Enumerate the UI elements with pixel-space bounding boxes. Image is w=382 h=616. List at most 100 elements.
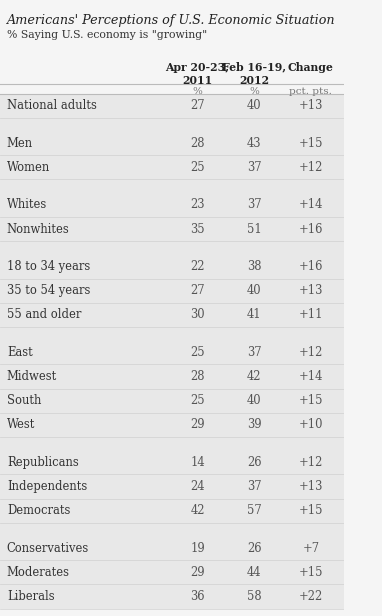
Bar (0, 241, 343, 254)
Text: +11: +11 (299, 309, 323, 322)
Text: 27: 27 (190, 284, 205, 297)
Text: 22: 22 (190, 260, 205, 273)
Bar (0, 217, 343, 241)
Text: 40: 40 (247, 394, 262, 407)
Bar (0, 278, 343, 303)
Text: +15: +15 (299, 394, 323, 407)
Text: Whites: Whites (7, 198, 47, 211)
Text: +22: +22 (299, 590, 323, 603)
Text: Women: Women (7, 161, 50, 174)
Text: +16: +16 (299, 260, 323, 273)
Bar (0, 474, 343, 498)
Bar (0, 94, 343, 118)
Text: +12: +12 (299, 456, 323, 469)
Text: 37: 37 (247, 480, 262, 493)
Bar (0, 413, 343, 437)
Text: 37: 37 (247, 198, 262, 211)
Text: 18 to 34 years: 18 to 34 years (7, 260, 90, 273)
Text: East: East (7, 346, 32, 359)
Text: +10: +10 (299, 418, 323, 431)
Bar (0, 340, 343, 365)
Text: 44: 44 (247, 566, 261, 579)
Text: 41: 41 (247, 309, 262, 322)
Text: 37: 37 (247, 161, 262, 174)
Text: 55 and older: 55 and older (7, 309, 81, 322)
Text: pct. pts.: pct. pts. (290, 87, 332, 97)
Text: +16: +16 (299, 222, 323, 235)
Text: +13: +13 (299, 284, 323, 297)
Text: National adults: National adults (7, 99, 97, 112)
Bar (0, 303, 343, 327)
Text: 28: 28 (190, 370, 205, 383)
Text: +13: +13 (299, 480, 323, 493)
Text: 40: 40 (247, 99, 262, 112)
Text: +15: +15 (299, 137, 323, 150)
Text: 29: 29 (190, 566, 205, 579)
Bar (0, 254, 343, 278)
Text: Republicans: Republicans (7, 456, 79, 469)
Text: Independents: Independents (7, 480, 87, 493)
Bar (0, 450, 343, 474)
Text: Change: Change (288, 62, 334, 73)
Text: 43: 43 (247, 137, 261, 150)
Text: 35 to 54 years: 35 to 54 years (7, 284, 90, 297)
Text: 23: 23 (190, 198, 205, 211)
Text: Democrats: Democrats (7, 504, 70, 517)
Text: 58: 58 (247, 590, 262, 603)
Bar (0, 327, 343, 340)
Bar (0, 179, 343, 193)
Text: +12: +12 (299, 346, 323, 359)
Bar (0, 585, 343, 609)
Text: +15: +15 (299, 566, 323, 579)
Text: 37: 37 (247, 346, 262, 359)
Text: 25: 25 (190, 394, 205, 407)
Bar (0, 437, 343, 450)
Bar (0, 118, 343, 131)
Text: 38: 38 (247, 260, 261, 273)
Text: 14: 14 (190, 456, 205, 469)
Text: 36: 36 (190, 590, 205, 603)
Bar (0, 365, 343, 389)
Text: 42: 42 (190, 504, 205, 517)
Text: 19: 19 (190, 541, 205, 554)
Bar (0, 498, 343, 523)
Text: 40: 40 (247, 284, 262, 297)
Text: % Saying U.S. economy is "growing": % Saying U.S. economy is "growing" (7, 30, 207, 39)
Text: South: South (7, 394, 41, 407)
Text: 51: 51 (247, 222, 262, 235)
Text: 57: 57 (247, 504, 262, 517)
Bar (0, 389, 343, 413)
Bar (0, 155, 343, 179)
Text: 42: 42 (247, 370, 261, 383)
Text: +13: +13 (299, 99, 323, 112)
Bar (0, 561, 343, 585)
Text: +12: +12 (299, 161, 323, 174)
Text: Conservatives: Conservatives (7, 541, 89, 554)
Text: Americans' Perceptions of U.S. Economic Situation: Americans' Perceptions of U.S. Economic … (7, 14, 335, 27)
Text: +7: +7 (302, 541, 319, 554)
Text: Nonwhites: Nonwhites (7, 222, 70, 235)
Text: Feb 16-19,
2012: Feb 16-19, 2012 (222, 62, 286, 86)
Text: 25: 25 (190, 161, 205, 174)
Text: Midwest: Midwest (7, 370, 57, 383)
Text: %: % (249, 87, 259, 97)
Text: 24: 24 (190, 480, 205, 493)
Text: 35: 35 (190, 222, 205, 235)
Text: +14: +14 (299, 370, 323, 383)
Text: Apr 20-23,
2011: Apr 20-23, 2011 (165, 62, 230, 86)
Bar (0, 536, 343, 561)
Text: 27: 27 (190, 99, 205, 112)
Text: +15: +15 (299, 504, 323, 517)
Text: Moderates: Moderates (7, 566, 70, 579)
Text: +14: +14 (299, 198, 323, 211)
Text: West: West (7, 418, 35, 431)
Text: 25: 25 (190, 346, 205, 359)
Text: 39: 39 (247, 418, 262, 431)
Text: 30: 30 (190, 309, 205, 322)
Text: 26: 26 (247, 541, 261, 554)
Bar (0, 193, 343, 217)
Text: 26: 26 (247, 456, 261, 469)
Text: Men: Men (7, 137, 33, 150)
Text: %: % (193, 87, 202, 97)
Text: 29: 29 (190, 418, 205, 431)
